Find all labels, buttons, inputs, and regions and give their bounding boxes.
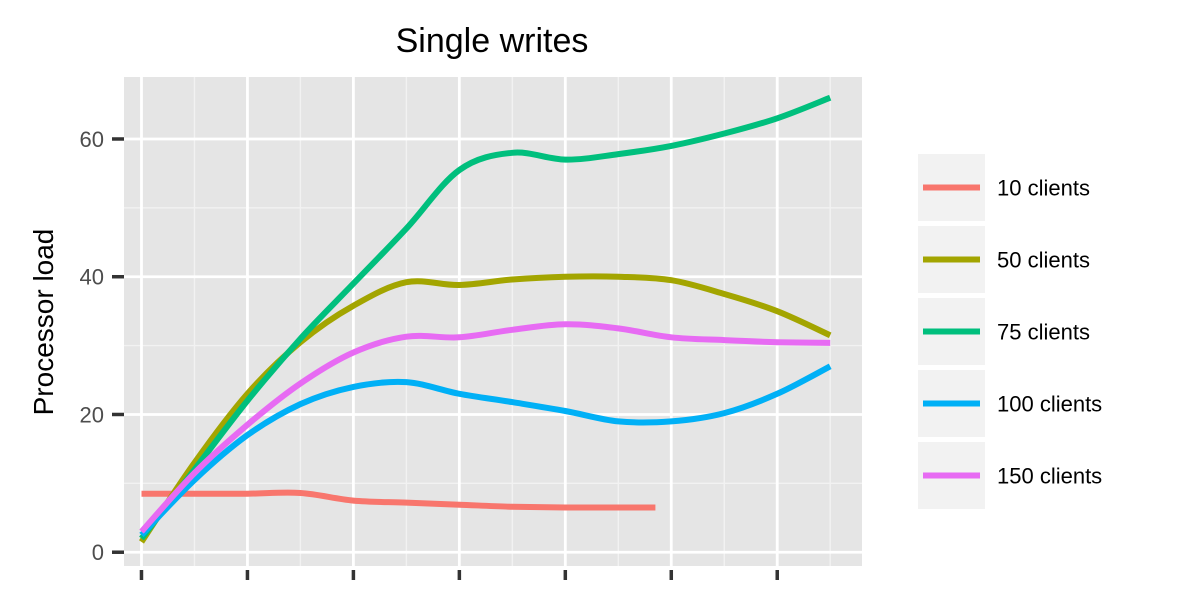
y-tick-label: 60 — [80, 127, 104, 152]
series-line-1 — [141, 489, 656, 511]
legend-label: 75 clients — [997, 320, 1090, 345]
y-tick-label: 40 — [80, 265, 104, 290]
axes: 0 20 40 60 — [80, 127, 779, 580]
legend-label: 10 clients — [997, 176, 1090, 201]
legend-label: 100 clients — [997, 392, 1102, 417]
series-line-4 — [139, 363, 832, 538]
series-line-3 — [139, 94, 832, 541]
series-lines — [139, 94, 832, 544]
chart-title: Single writes — [396, 22, 589, 60]
y-axis-label: Processor load — [28, 229, 59, 416]
y-tick-label: 20 — [80, 402, 104, 427]
y-tick-label: 0 — [92, 540, 104, 565]
series-line-2 — [139, 273, 832, 544]
grid — [124, 77, 862, 566]
legend-label: 50 clients — [997, 248, 1090, 273]
series-line-5 — [139, 321, 831, 534]
legend: 10 clients 50 clients 75 clients 100 client… — [918, 154, 1102, 509]
legend-label: 150 clients — [997, 464, 1102, 489]
